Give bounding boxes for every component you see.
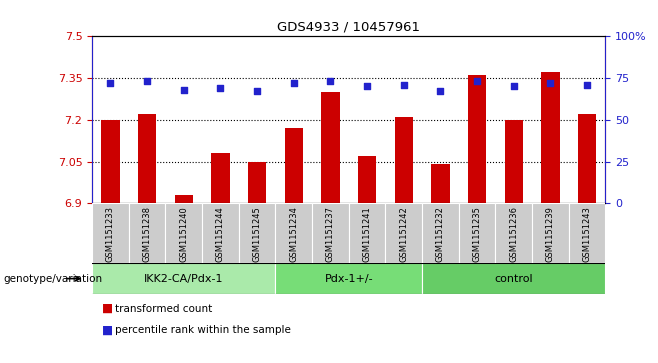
Bar [276, 203, 312, 263]
Bar [202, 203, 239, 263]
Bar [248, 162, 266, 203]
Text: GSM1151244: GSM1151244 [216, 206, 225, 262]
Text: ■: ■ [102, 324, 113, 337]
Bar [312, 203, 349, 263]
Text: GSM1151235: GSM1151235 [472, 206, 482, 262]
Text: GSM1151242: GSM1151242 [399, 206, 408, 262]
Text: Pdx-1+/-: Pdx-1+/- [324, 274, 373, 284]
Bar [101, 120, 120, 203]
Bar [395, 117, 413, 203]
Bar [505, 120, 523, 203]
Text: genotype/variation: genotype/variation [3, 274, 103, 284]
Point [288, 80, 299, 86]
Bar [239, 203, 276, 263]
Point [545, 80, 555, 86]
Text: GSM1151234: GSM1151234 [290, 206, 298, 262]
Text: GSM1151241: GSM1151241 [363, 206, 372, 262]
Bar [284, 128, 303, 203]
Bar [422, 203, 459, 263]
Point [178, 87, 189, 93]
Bar [495, 203, 532, 263]
Bar [358, 156, 376, 203]
Point [509, 83, 519, 89]
Text: IKK2-CA/Pdx-1: IKK2-CA/Pdx-1 [144, 274, 224, 284]
Text: ■: ■ [102, 302, 113, 315]
Bar [165, 203, 202, 263]
Text: GSM1151237: GSM1151237 [326, 206, 335, 262]
Text: GSM1151236: GSM1151236 [509, 206, 519, 262]
Text: percentile rank within the sample: percentile rank within the sample [115, 325, 291, 335]
Bar [541, 73, 559, 203]
Bar [422, 263, 605, 294]
Bar [386, 203, 422, 263]
Bar [92, 263, 276, 294]
Text: GSM1151240: GSM1151240 [179, 206, 188, 262]
Text: GSM1151243: GSM1151243 [582, 206, 592, 262]
Text: GSM1151245: GSM1151245 [253, 206, 262, 262]
Text: GSM1151239: GSM1151239 [546, 206, 555, 262]
Bar [459, 203, 495, 263]
Text: transformed count: transformed count [115, 303, 213, 314]
Point [472, 78, 482, 84]
Bar [349, 203, 386, 263]
Point [215, 85, 226, 91]
Point [399, 82, 409, 87]
Point [435, 89, 445, 94]
Bar [321, 92, 340, 203]
Title: GDS4933 / 10457961: GDS4933 / 10457961 [277, 21, 420, 34]
Text: GSM1151233: GSM1151233 [106, 206, 115, 262]
Bar [569, 203, 605, 263]
Point [105, 80, 116, 86]
Bar [468, 75, 486, 203]
Text: control: control [494, 274, 533, 284]
Point [142, 78, 153, 84]
Bar [174, 195, 193, 203]
Point [582, 82, 592, 87]
Bar [138, 114, 156, 203]
Bar [92, 203, 129, 263]
Text: GSM1151232: GSM1151232 [436, 206, 445, 262]
Bar [129, 203, 165, 263]
Bar [211, 153, 230, 203]
Point [325, 78, 336, 84]
Point [252, 89, 263, 94]
Point [362, 83, 372, 89]
Text: GSM1151238: GSM1151238 [143, 206, 151, 262]
Bar [578, 114, 596, 203]
Bar [276, 263, 422, 294]
Bar [532, 203, 569, 263]
Bar [431, 164, 449, 203]
